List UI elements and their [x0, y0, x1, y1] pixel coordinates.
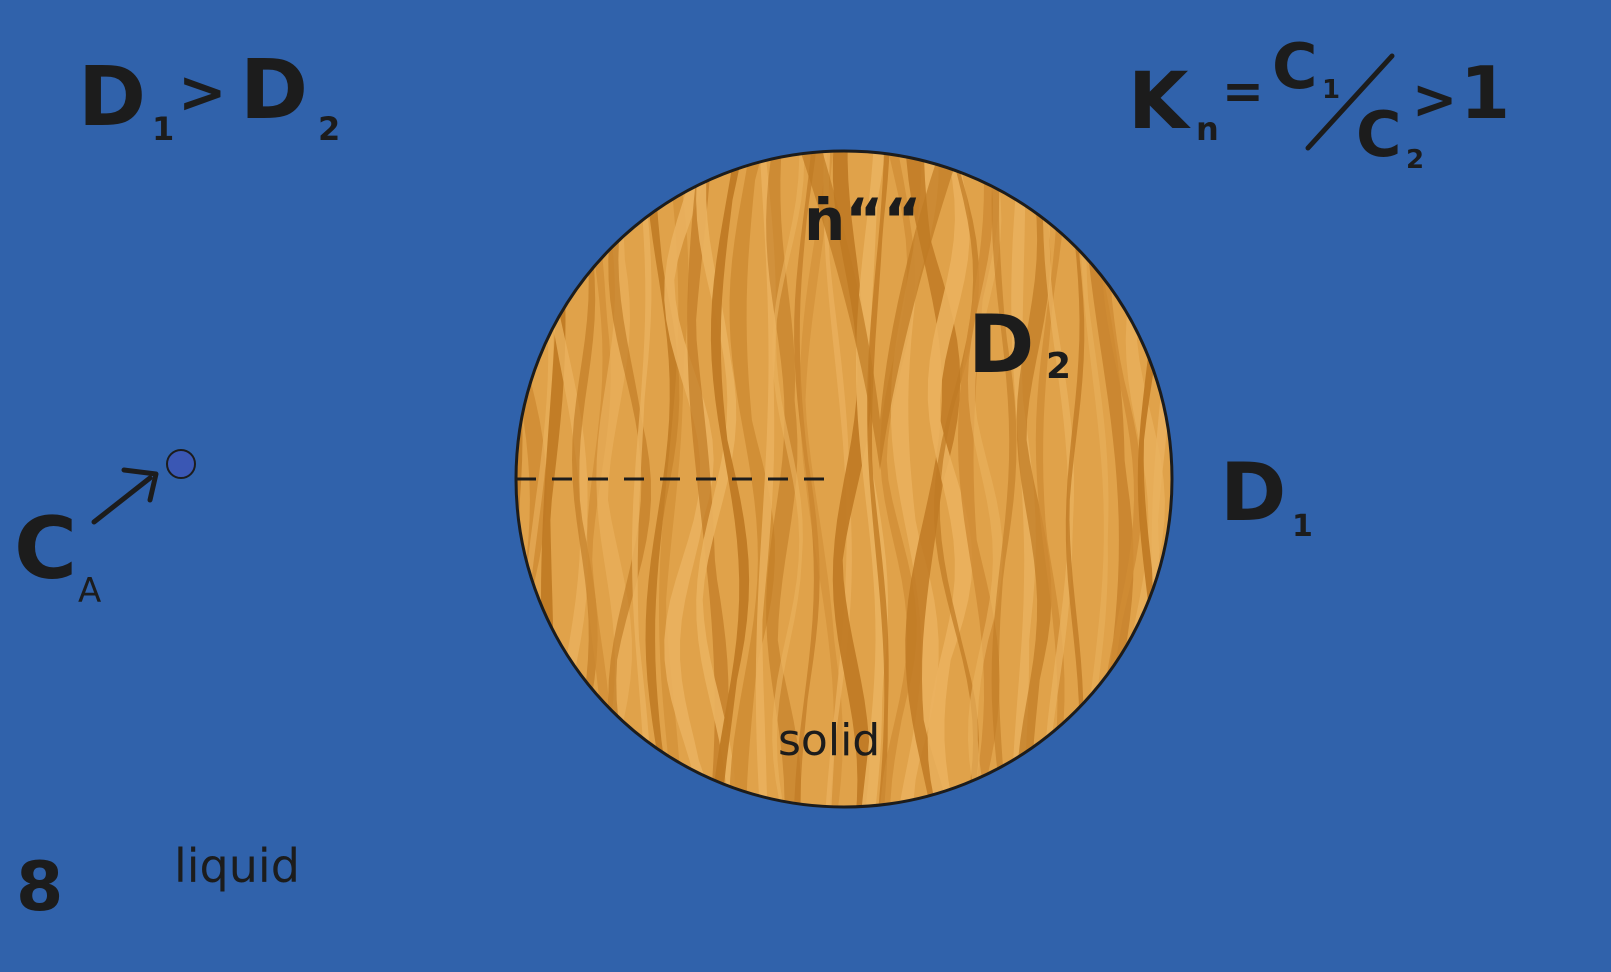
svg-text:2: 2: [1046, 346, 1071, 387]
svg-text:1: 1: [1460, 51, 1510, 135]
svg-text:2: 2: [1406, 145, 1424, 175]
svg-text:D: D: [968, 298, 1034, 391]
svg-text:C: C: [14, 499, 77, 599]
svg-text:=: =: [1222, 62, 1264, 120]
svg-text:1: 1: [1292, 509, 1313, 544]
svg-text:>: >: [178, 58, 227, 126]
diffusivity-relation: D 1 > D 2: [78, 43, 340, 148]
arrow-up-right-icon: [91, 467, 159, 525]
svg-text:C: C: [1272, 30, 1318, 103]
liquid-label: liquid: [174, 839, 300, 893]
svg-text:A: A: [78, 571, 101, 611]
particle-dot-icon: [166, 449, 196, 479]
svg-text:1: 1: [152, 110, 174, 148]
svg-text:D: D: [1220, 446, 1286, 539]
svg-text:D: D: [78, 50, 146, 145]
svg-text:D: D: [240, 43, 308, 138]
svg-text:K: K: [1128, 57, 1191, 147]
solid-label: solid: [778, 715, 880, 766]
svg-text:C: C: [1356, 98, 1402, 171]
svg-text:n: n: [1196, 110, 1219, 148]
d2-label: D 2: [968, 298, 1071, 391]
flux-label: ṅ““: [804, 186, 922, 254]
svg-text:2: 2: [318, 110, 340, 148]
concentration-label: C A: [14, 499, 101, 611]
figure-number: 8: [16, 848, 63, 927]
svg-text:1: 1: [1322, 75, 1340, 105]
d1-label: D 1: [1220, 446, 1313, 544]
fraction-slash: [1305, 53, 1395, 151]
svg-text:>: >: [1412, 68, 1457, 131]
partition-coefficient: K n = C 1 C 2 > 1: [1128, 30, 1510, 175]
